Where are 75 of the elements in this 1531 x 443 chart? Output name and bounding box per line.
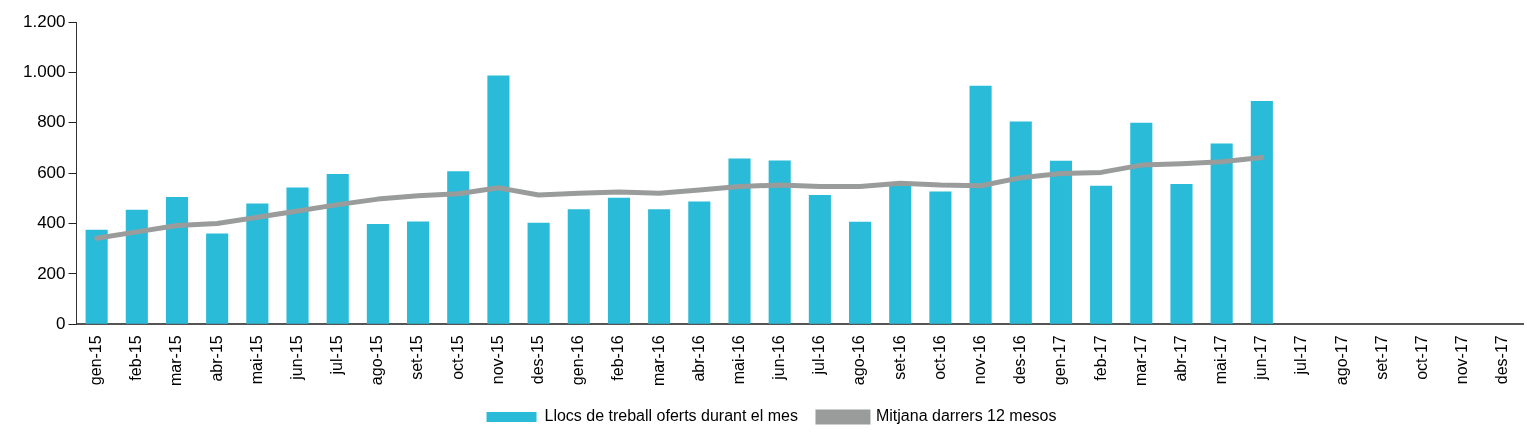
- x-tick-label: jul-17: [1292, 335, 1310, 376]
- bar: [85, 229, 108, 324]
- bar: [246, 203, 269, 324]
- x-tick-label: abr-16: [689, 335, 707, 382]
- x-tick-label: jul-16: [810, 335, 828, 376]
- bar: [728, 158, 751, 324]
- bar: [648, 209, 671, 324]
- x-tick-label: mar-17: [1131, 335, 1149, 387]
- x-tick-label: jun-17: [1252, 335, 1270, 381]
- x-tick-label: gen-17: [1051, 335, 1069, 386]
- x-tick-label: gen-16: [569, 335, 587, 386]
- bar: [527, 222, 550, 324]
- y-tick-label: 600: [37, 162, 66, 182]
- bar: [969, 85, 992, 324]
- x-tick-label: nov-16: [970, 335, 988, 385]
- x-tick-label: feb-15: [127, 335, 145, 381]
- x-tick-label: abr-15: [207, 335, 225, 382]
- x-tick-label: mar-16: [649, 335, 667, 387]
- bar: [366, 224, 389, 324]
- bar: [607, 197, 631, 324]
- x-tick-label: ago-16: [850, 335, 868, 386]
- x-tick-label: des-15: [529, 335, 547, 385]
- x-tick-label: mar-15: [167, 335, 185, 387]
- y-tick-label: 1.000: [22, 62, 66, 82]
- x-tick-label: ago-17: [1332, 335, 1350, 386]
- bar: [1130, 122, 1153, 324]
- x-tick-label: des-17: [1493, 335, 1511, 385]
- x-tick-label: mai-16: [729, 335, 747, 385]
- bar: [286, 187, 309, 324]
- x-tick-label: abr-17: [1171, 335, 1189, 382]
- y-tick-label: 1.200: [22, 11, 66, 31]
- bar: [447, 171, 470, 324]
- bar: [567, 209, 590, 324]
- legend-label: Llocs de treball oferts durant el mes: [544, 407, 798, 425]
- bar: [1049, 160, 1072, 324]
- x-tick-label: gen-15: [87, 335, 105, 386]
- x-tick-label: feb-16: [609, 335, 627, 381]
- x-tick-label: feb-17: [1091, 335, 1109, 381]
- x-tick-label: oct-17: [1412, 335, 1430, 380]
- x-tick-label: jun-16: [770, 335, 788, 381]
- bar: [889, 185, 912, 324]
- bar: [768, 160, 791, 324]
- y-tick-label: 400: [37, 213, 66, 233]
- x-tick-label: mai-15: [247, 335, 265, 385]
- bar: [326, 173, 349, 324]
- x-tick-label: set-15: [408, 335, 426, 380]
- x-tick-label: oct-16: [930, 335, 948, 380]
- legend-label: Mitjana darrers 12 mesos: [875, 407, 1057, 425]
- bar: [848, 221, 872, 324]
- bar: [165, 197, 189, 324]
- y-tick-label: 800: [37, 112, 66, 132]
- x-tick-label: ago-15: [368, 335, 386, 386]
- bar: [808, 195, 831, 324]
- bar: [929, 191, 952, 324]
- x-tick-label: set-17: [1372, 335, 1390, 380]
- x-tick-label: set-16: [890, 335, 908, 380]
- x-tick-label: oct-15: [448, 335, 466, 380]
- bar: [1090, 185, 1113, 324]
- x-tick-label: des-16: [1011, 335, 1029, 385]
- x-tick-label: mai-17: [1212, 335, 1230, 385]
- bar: [688, 201, 711, 324]
- bar: [1210, 143, 1233, 324]
- bar: [407, 221, 430, 324]
- bar: [206, 233, 229, 324]
- bar: [1250, 101, 1273, 324]
- bar: [1009, 121, 1032, 324]
- y-tick-label: 200: [37, 263, 66, 283]
- x-tick-label: jun-15: [287, 335, 305, 381]
- bar: [1170, 183, 1193, 324]
- x-tick-label: nov-15: [488, 335, 506, 385]
- bar: [125, 209, 148, 324]
- bar: [487, 75, 510, 324]
- y-tick-label: 0: [56, 314, 66, 334]
- x-tick-label: nov-17: [1453, 335, 1471, 385]
- x-tick-label: jul-15: [328, 335, 346, 376]
